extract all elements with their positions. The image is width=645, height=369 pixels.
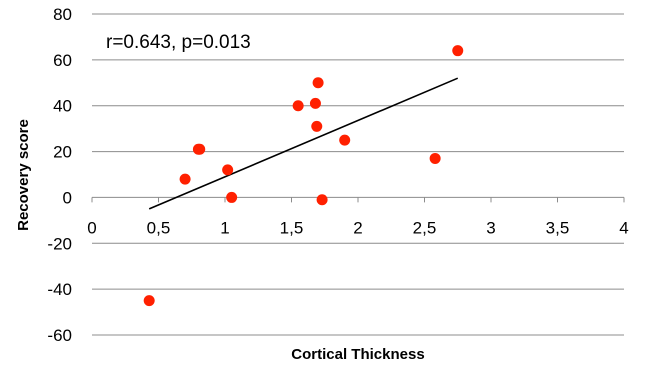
x-axis bbox=[91, 196, 625, 203]
gridlines bbox=[92, 13, 624, 336]
x-tick-labels: 0 0,5 1 1,5 2 2,5 3 3,5 4 bbox=[87, 218, 628, 237]
x-tick-label: 4 bbox=[619, 218, 628, 237]
data-points bbox=[143, 45, 464, 307]
data-point bbox=[429, 152, 441, 164]
data-point bbox=[339, 134, 351, 146]
x-tick-label: 2 bbox=[353, 218, 362, 237]
data-point bbox=[226, 191, 238, 203]
trendline bbox=[148, 77, 459, 210]
x-tick-label: 3 bbox=[486, 218, 495, 237]
data-point bbox=[292, 100, 304, 112]
data-point bbox=[143, 295, 155, 307]
y-tick-label: -40 bbox=[47, 280, 72, 299]
data-point bbox=[222, 164, 234, 176]
x-tick-label: 0 bbox=[87, 218, 96, 237]
y-axis-title: Recovery score bbox=[15, 119, 32, 231]
y-tick-label: 40 bbox=[53, 97, 72, 116]
y-tick-label: -60 bbox=[47, 326, 72, 345]
x-tick-label: 3,5 bbox=[546, 218, 570, 237]
x-axis-title: Cortical Thickness bbox=[291, 346, 424, 363]
data-point bbox=[452, 45, 464, 57]
trendline-layer bbox=[148, 77, 459, 210]
y-tick-label: 0 bbox=[63, 188, 72, 207]
data-point bbox=[179, 173, 191, 185]
data-point bbox=[311, 120, 323, 132]
x-tick-label: 2,5 bbox=[413, 218, 437, 237]
x-tick-label: 1 bbox=[220, 218, 229, 237]
x-tick-label: 0,5 bbox=[147, 218, 171, 237]
data-point bbox=[316, 194, 328, 206]
data-point bbox=[309, 97, 321, 109]
y-tick-label: -20 bbox=[47, 234, 72, 253]
y-tick-label: 20 bbox=[53, 143, 72, 162]
x-tick-label: 1,5 bbox=[280, 218, 304, 237]
correlation-annotation: r=0.643, p=0.013 bbox=[106, 32, 251, 53]
y-axis: -60 -40 -20 0 20 40 60 80 bbox=[47, 5, 72, 345]
y-tick-label: 60 bbox=[53, 51, 72, 70]
y-tick-label: 80 bbox=[53, 5, 72, 24]
data-point bbox=[194, 143, 206, 155]
data-point bbox=[312, 77, 324, 89]
